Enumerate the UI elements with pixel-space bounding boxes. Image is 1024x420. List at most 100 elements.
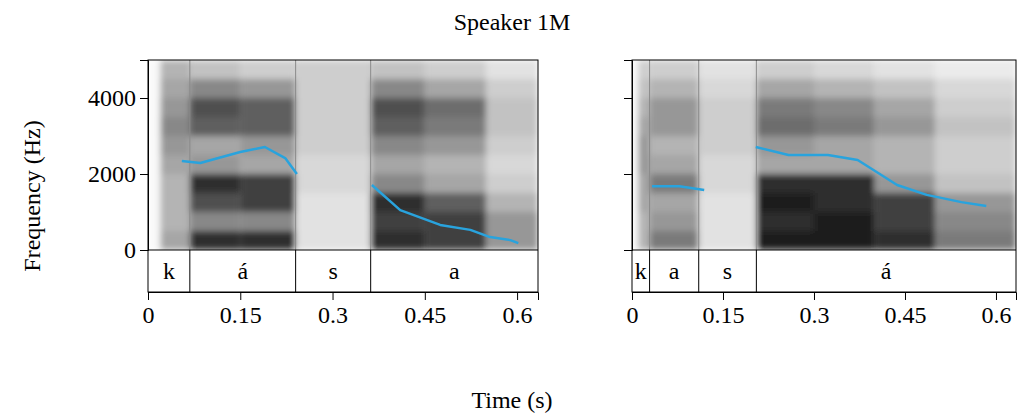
spectrogram-cell <box>148 98 160 117</box>
formant-line <box>182 147 518 243</box>
spectrogram-cell <box>814 212 875 231</box>
plot-frame <box>148 60 538 292</box>
spectrogram-cell <box>650 193 699 212</box>
spectrogram-cell <box>638 117 650 136</box>
spectrogram-cell <box>638 60 650 79</box>
plot-frame <box>632 60 1016 292</box>
spectrogram-cell <box>371 98 425 117</box>
spectrogram-cell <box>160 60 190 79</box>
spectrogram-cell <box>240 136 295 155</box>
y-axis: 020004000 <box>88 61 149 264</box>
y-axis-line <box>624 61 633 251</box>
spectrogram-cell <box>296 136 371 155</box>
x-axis: 0 0.15 0.3 0.45 0.6 <box>143 292 539 328</box>
spectrogram-cell <box>240 193 295 212</box>
spectrogram-cell <box>296 155 371 174</box>
segment-boundary <box>189 60 190 250</box>
spectrogram-cell <box>240 60 295 79</box>
spectrogram-cell <box>371 231 425 250</box>
spectrogram-cell <box>638 98 650 117</box>
y-tick: 2000 <box>88 161 148 187</box>
spectrogram-cell <box>699 79 757 98</box>
spectrogram-cell <box>160 117 190 136</box>
spectrogram-cell <box>814 98 875 117</box>
segment-boundary <box>295 60 296 250</box>
spectrogram-cell <box>160 174 190 193</box>
spectrogram-cell <box>425 155 487 174</box>
spectrogram-cell <box>486 174 538 193</box>
spectrogram-cell <box>190 98 240 117</box>
spectrogram-cell <box>190 174 240 193</box>
spectrogram-cell <box>756 79 814 98</box>
y-axis-title: Frequency (Hz) <box>19 120 45 271</box>
x-tick: 0.15 <box>220 292 262 328</box>
x-tick-mark <box>905 292 906 300</box>
spectrogram-cell <box>699 155 757 174</box>
y-tick-label: 0 <box>124 237 136 263</box>
spectrogram-cell <box>190 212 240 231</box>
spectrogram-cell <box>148 117 160 136</box>
spectrogram-cell <box>650 136 699 155</box>
spectrogram-cell <box>638 193 650 212</box>
segment-boundary <box>649 60 650 250</box>
spectrogram-cell <box>935 231 1016 250</box>
y-tick-mark <box>624 174 632 175</box>
spectrogram-cell <box>371 79 425 98</box>
spectrogram-cell <box>935 117 1016 136</box>
spectrogram-cell <box>699 136 757 155</box>
spectrogram-cell <box>814 136 875 155</box>
y-axis-line <box>140 61 149 251</box>
spectrogram-cell <box>935 98 1016 117</box>
spectrogram-cell <box>148 155 160 174</box>
spectrogram-cell <box>296 193 371 212</box>
y-tick: 0 <box>124 237 148 263</box>
spectrogram-cell <box>486 79 538 98</box>
spectrogram-cell <box>160 136 190 155</box>
title: Speaker 1M <box>454 9 571 35</box>
spectrogram-cell <box>296 212 371 231</box>
x-tick-label: 0 <box>143 302 155 328</box>
spectrogram-cell <box>371 136 425 155</box>
spectrogram-cell <box>638 212 650 231</box>
spectrogram-cell <box>756 231 814 250</box>
spectrogram-cell <box>371 155 425 174</box>
spectrogram-cell <box>240 98 295 117</box>
spectrogram-cell <box>814 231 875 250</box>
y-tick-mark <box>624 250 632 251</box>
x-tick-label: 0.6 <box>981 302 1011 328</box>
y-tick-mark <box>624 98 632 99</box>
y-axis <box>624 61 633 251</box>
y-tick <box>624 250 632 251</box>
x-tick-label: 0.15 <box>702 302 744 328</box>
tier-boundary <box>189 250 190 292</box>
spectrogram-cell <box>699 231 757 250</box>
x-tick-label: 0.3 <box>318 302 348 328</box>
spectrogram-cell <box>371 60 425 79</box>
segment-label: a <box>669 258 680 284</box>
spectrogram-cell <box>160 155 190 174</box>
spectrogram-cell <box>756 155 814 174</box>
spectrogram-cell <box>296 79 371 98</box>
spectrogram-cell <box>756 60 814 79</box>
x-tick-label: 0.6 <box>503 302 533 328</box>
spectrogram-cell <box>814 174 875 193</box>
spectrogram-cell <box>756 98 814 117</box>
spectrogram-cell <box>650 231 699 250</box>
tier-boundary <box>756 250 757 292</box>
spectrogram-cell <box>650 212 699 231</box>
x-tick-label: 0.45 <box>884 302 926 328</box>
spectrogram-cell <box>814 60 875 79</box>
spectrogram-cell <box>756 136 814 155</box>
spectrogram-cell <box>486 98 538 117</box>
x-tick-mark <box>814 292 815 300</box>
spectrogram-cell <box>650 98 699 117</box>
spectrogram-cell <box>240 79 295 98</box>
x-axis-title: Time (s) <box>471 387 552 413</box>
x-tick-label: 0.45 <box>404 302 446 328</box>
formant-line <box>652 147 986 206</box>
spectrogram-cell <box>699 193 757 212</box>
x-axis-line <box>149 293 539 301</box>
x-tick-label: 0 <box>627 302 639 328</box>
spectrogram-cell <box>650 79 699 98</box>
segment-boundary <box>698 60 699 250</box>
